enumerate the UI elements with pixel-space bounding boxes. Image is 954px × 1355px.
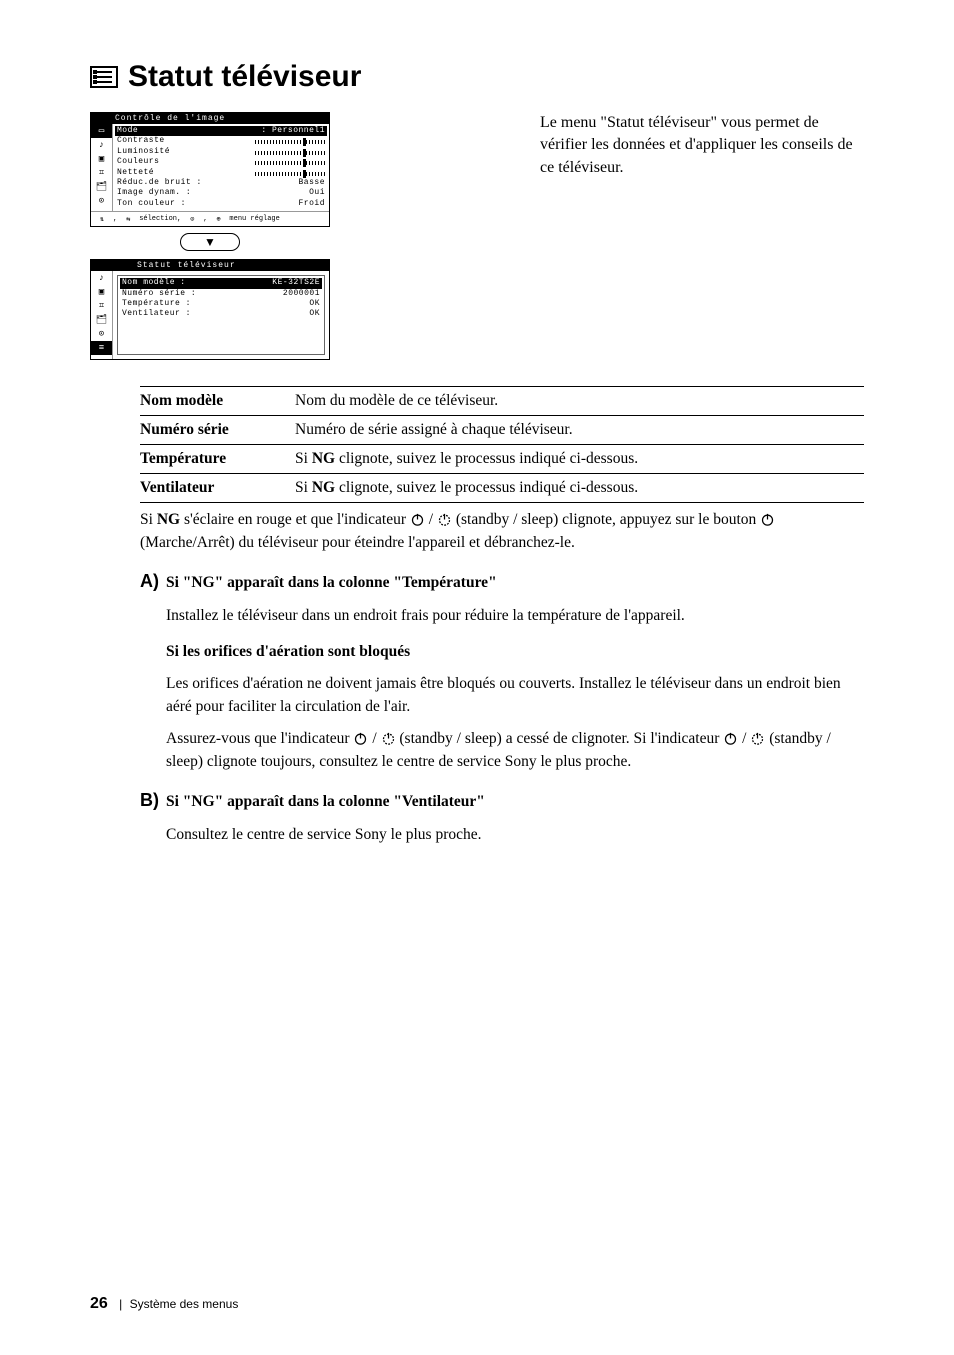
sleep-icon [437, 512, 452, 527]
spec-key: Numéro série [140, 416, 295, 445]
list-icon [90, 66, 118, 88]
osd1-header: Contrôle de l'image [91, 113, 329, 124]
osd-panel-2: Statut téléviseur ♪ ▣ ⌗ 🗂 ⊙ ≡ Nom modèle… [90, 259, 330, 360]
clock-icon: ⊙ [91, 327, 112, 341]
note-icon: ♪ [91, 271, 112, 285]
osd2-icon-col: ♪ ▣ ⌗ 🗂 ⊙ ≡ [91, 271, 113, 359]
table-row: Nom modèle Nom du modèle de ce téléviseu… [140, 387, 864, 416]
osd-panel-1: Contrôle de l'image ▭ ♪ ▣ ⌗ 🗂 ⊙ Mode: Pe… [90, 112, 330, 227]
section-b-head: B)Si "NG" apparaît dans la colonne "Vent… [140, 787, 864, 813]
power-icon [723, 731, 738, 746]
power-icon [760, 512, 775, 527]
spec-key: Nom modèle [140, 387, 295, 416]
screen-icon: ▣ [91, 152, 112, 166]
lock-icon: 🗂 [91, 313, 112, 327]
intro-text: Le menu "Statut téléviseur" vous permet … [370, 112, 864, 179]
updown-icon: ⇅ [95, 214, 109, 224]
sleep-icon [750, 731, 765, 746]
section-b-p1: Consultez le centre de service Sony le p… [166, 824, 864, 846]
grid-icon: ⌗ [91, 299, 112, 313]
spec-val: Nom du modèle de ce téléviseur. [295, 387, 864, 416]
osd1-footer: ⇅, ⇆ sélection, ⊙, ⊕ menu réglage [91, 211, 329, 226]
leftright-icon: ⇆ [121, 214, 135, 224]
footer-label: Système des menus [130, 1297, 239, 1311]
clock-icon: ⊙ [91, 194, 112, 208]
osd2-header: Statut téléviseur [113, 260, 329, 271]
lock-icon: 🗂 [91, 180, 112, 194]
body-text: Si NG s'éclaire en rouge et que l'indica… [140, 509, 864, 846]
power-icon [410, 512, 425, 527]
osd1-footer-1: sélection, [139, 215, 181, 223]
enter-icon: ⊕ [211, 214, 225, 224]
ng-note: Si NG s'éclaire en rouge et que l'indica… [140, 509, 864, 554]
table-row: Température Si NG clignote, suivez le pr… [140, 445, 864, 474]
page-number: 26 [90, 1295, 108, 1312]
list-icon: ≡ [91, 341, 112, 355]
osd-column: Contrôle de l'image ▭ ♪ ▣ ⌗ 🗂 ⊙ Mode: Pe… [90, 112, 330, 366]
section-a-p2: Les orifices d'aération ne doivent jamai… [166, 673, 864, 718]
note-icon: ♪ [91, 138, 112, 152]
table-row: Numéro série Numéro de série assigné à c… [140, 416, 864, 445]
page-footer: 26 | Système des menus [90, 1295, 238, 1313]
sleep-icon [381, 731, 396, 746]
top-section: Contrôle de l'image ▭ ♪ ▣ ⌗ 🗂 ⊙ Mode: Pe… [90, 112, 864, 366]
section-a-head: A)Si "NG" apparaît dans la colonne "Temp… [140, 568, 864, 594]
spec-val: Numéro de série assigné à chaque télévis… [295, 416, 864, 445]
section-a-p3: Assurez-vous que l'indicateur / (standby… [166, 728, 864, 773]
section-a-p1: Installez le téléviseur dans un endroit … [166, 605, 864, 627]
osd1-content: Mode: Personnel1ContrasteLuminositéCoule… [113, 124, 329, 211]
ok-icon: ⊙ [185, 214, 199, 224]
spec-val: Si NG clignote, suivez le processus indi… [295, 474, 864, 503]
table-row: Ventilateur Si NG clignote, suivez le pr… [140, 474, 864, 503]
spec-key: Ventilateur [140, 474, 295, 503]
screen-icon: ▣ [91, 285, 112, 299]
spec-val: Si NG clignote, suivez le processus indi… [295, 445, 864, 474]
osd1-footer-2: menu réglage [229, 215, 279, 223]
arrow-down-icon: ▼ [180, 233, 240, 251]
osd2-content: Nom modèle :KE-32TS2ENuméro série :20000… [117, 275, 325, 355]
page-title-row: Statut téléviseur [90, 60, 864, 94]
osd1-icon-col: ▭ ♪ ▣ ⌗ 🗂 ⊙ [91, 124, 113, 211]
section-a-sub: Si les orifices d'aération sont bloqués [166, 641, 864, 663]
spec-table: Nom modèle Nom du modèle de ce téléviseu… [140, 386, 864, 503]
power-icon [353, 731, 368, 746]
tv-icon: ▭ [91, 124, 112, 138]
page-title: Statut téléviseur [128, 60, 361, 94]
spec-key: Température [140, 445, 295, 474]
grid-icon: ⌗ [91, 166, 112, 180]
